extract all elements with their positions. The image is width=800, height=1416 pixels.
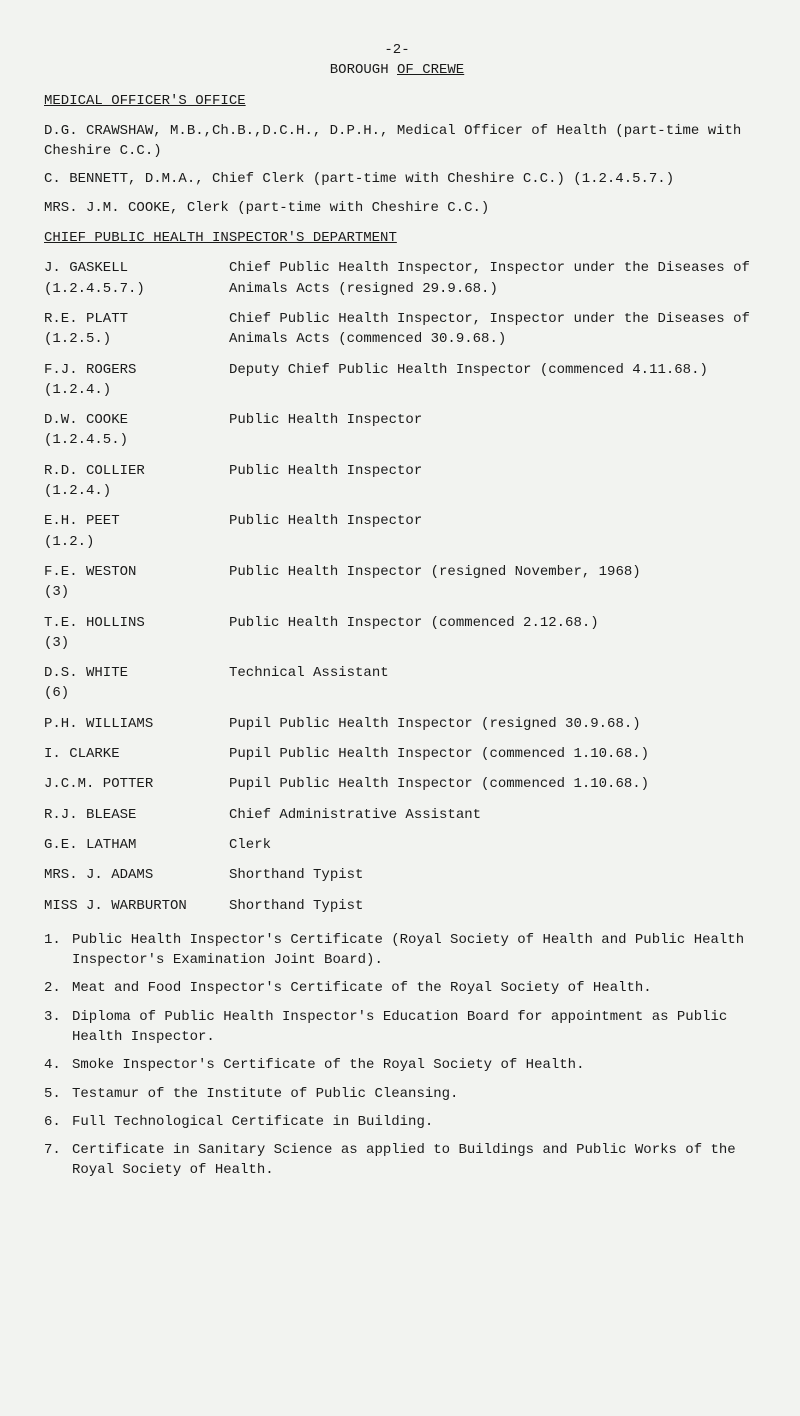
note-number: 7. bbox=[44, 1140, 72, 1181]
staff-row: P.H. WILLIAMS Pupil Public Health Inspec… bbox=[44, 714, 750, 734]
note-row: 6. Full Technological Certificate in Bui… bbox=[44, 1112, 750, 1132]
staff-name: R.J. BLEASE bbox=[44, 805, 219, 825]
staff-row: E.H. PEET (1.2.) Public Health Inspector bbox=[44, 511, 750, 552]
note-number: 5. bbox=[44, 1084, 72, 1104]
staff-name: J. GASKELL (1.2.4.5.7.) bbox=[44, 258, 219, 299]
note-text: Meat and Food Inspector's Certificate of… bbox=[72, 978, 750, 998]
staff-name: E.H. PEET (1.2.) bbox=[44, 511, 219, 552]
note-text: Smoke Inspector's Certificate of the Roy… bbox=[72, 1055, 750, 1075]
staff-name: D.S. WHITE (6) bbox=[44, 663, 219, 704]
staff-name: J.C.M. POTTER bbox=[44, 774, 219, 794]
staff-role: Shorthand Typist bbox=[229, 896, 750, 916]
staff-role: Public Health Inspector bbox=[229, 511, 750, 552]
staff-role: Public Health Inspector bbox=[229, 461, 750, 502]
note-number: 3. bbox=[44, 1007, 72, 1048]
note-row: 4. Smoke Inspector's Certificate of the … bbox=[44, 1055, 750, 1075]
staff-name: MRS. J. ADAMS bbox=[44, 865, 219, 885]
staff-row: T.E. HOLLINS (3) Public Health Inspector… bbox=[44, 613, 750, 654]
staff-role: Deputy Chief Public Health Inspector (co… bbox=[229, 360, 750, 401]
staff-role: Shorthand Typist bbox=[229, 865, 750, 885]
section-medical-heading: MEDICAL OFFICER'S OFFICE bbox=[44, 93, 246, 109]
staff-role: Public Health Inspector bbox=[229, 410, 750, 451]
officer-bennett: C. BENNETT, D.M.A., Chief Clerk (part-ti… bbox=[44, 169, 750, 189]
staff-role: Public Health Inspector (resigned Novemb… bbox=[229, 562, 750, 603]
staff-name: P.H. WILLIAMS bbox=[44, 714, 219, 734]
note-text: Diploma of Public Health Inspector's Edu… bbox=[72, 1007, 750, 1048]
staff-role: Pupil Public Health Inspector (commenced… bbox=[229, 774, 750, 794]
staff-role: Technical Assistant bbox=[229, 663, 750, 704]
staff-role: Public Health Inspector (commenced 2.12.… bbox=[229, 613, 750, 654]
staff-row: R.J. BLEASE Chief Administrative Assista… bbox=[44, 805, 750, 825]
staff-name: G.E. LATHAM bbox=[44, 835, 219, 855]
officer-crawshaw: D.G. CRAWSHAW, M.B.,Ch.B.,D.C.H., D.P.H.… bbox=[44, 121, 750, 162]
note-number: 1. bbox=[44, 930, 72, 971]
section-chief-heading: CHIEF PUBLIC HEALTH INSPECTOR'S DEPARTME… bbox=[44, 230, 397, 246]
note-row: 1. Public Health Inspector's Certificate… bbox=[44, 930, 750, 971]
note-text: Testamur of the Institute of Public Clea… bbox=[72, 1084, 750, 1104]
staff-row: J. GASKELL (1.2.4.5.7.) Chief Public Hea… bbox=[44, 258, 750, 299]
staff-row: D.W. COOKE (1.2.4.5.) Public Health Insp… bbox=[44, 410, 750, 451]
note-text: Certificate in Sanitary Science as appli… bbox=[72, 1140, 750, 1181]
staff-role: Pupil Public Health Inspector (commenced… bbox=[229, 744, 750, 764]
staff-role: Chief Administrative Assistant bbox=[229, 805, 750, 825]
note-number: 4. bbox=[44, 1055, 72, 1075]
staff-row: F.E. WESTON (3) Public Health Inspector … bbox=[44, 562, 750, 603]
staff-role: Chief Public Health Inspector, Inspector… bbox=[229, 258, 750, 299]
note-row: 2. Meat and Food Inspector's Certificate… bbox=[44, 978, 750, 998]
staff-role: Pupil Public Health Inspector (resigned … bbox=[229, 714, 750, 734]
title-line: BOROUGH OF CREWE bbox=[44, 60, 750, 80]
officer-cooke: MRS. J.M. COOKE, Clerk (part-time with C… bbox=[44, 198, 750, 218]
staff-row: MRS. J. ADAMS Shorthand Typist bbox=[44, 865, 750, 885]
note-text: Full Technological Certificate in Buildi… bbox=[72, 1112, 750, 1132]
staff-name: R.E. PLATT (1.2.5.) bbox=[44, 309, 219, 350]
staff-row: F.J. ROGERS (1.2.4.) Deputy Chief Public… bbox=[44, 360, 750, 401]
staff-name: T.E. HOLLINS (3) bbox=[44, 613, 219, 654]
staff-row: MISS J. WARBURTON Shorthand Typist bbox=[44, 896, 750, 916]
staff-row: R.E. PLATT (1.2.5.) Chief Public Health … bbox=[44, 309, 750, 350]
note-text: Public Health Inspector's Certificate (R… bbox=[72, 930, 750, 971]
staff-name: F.J. ROGERS (1.2.4.) bbox=[44, 360, 219, 401]
staff-row: R.D. COLLIER (1.2.4.) Public Health Insp… bbox=[44, 461, 750, 502]
note-row: 5. Testamur of the Institute of Public C… bbox=[44, 1084, 750, 1104]
staff-name: R.D. COLLIER (1.2.4.) bbox=[44, 461, 219, 502]
staff-role: Clerk bbox=[229, 835, 750, 855]
title-underlined: OF CREWE bbox=[397, 62, 464, 78]
staff-row: G.E. LATHAM Clerk bbox=[44, 835, 750, 855]
staff-row: J.C.M. POTTER Pupil Public Health Inspec… bbox=[44, 774, 750, 794]
staff-name: I. CLARKE bbox=[44, 744, 219, 764]
notes-list: 1. Public Health Inspector's Certificate… bbox=[44, 930, 750, 1181]
title-prefix: BOROUGH bbox=[330, 62, 397, 78]
staff-name: F.E. WESTON (3) bbox=[44, 562, 219, 603]
note-number: 6. bbox=[44, 1112, 72, 1132]
staff-role: Chief Public Health Inspector, Inspector… bbox=[229, 309, 750, 350]
staff-name: MISS J. WARBURTON bbox=[44, 896, 219, 916]
staff-name: D.W. COOKE (1.2.4.5.) bbox=[44, 410, 219, 451]
note-row: 7. Certificate in Sanitary Science as ap… bbox=[44, 1140, 750, 1181]
page-number: -2- bbox=[44, 40, 750, 60]
staff-row: I. CLARKE Pupil Public Health Inspector … bbox=[44, 744, 750, 764]
staff-row: D.S. WHITE (6) Technical Assistant bbox=[44, 663, 750, 704]
note-row: 3. Diploma of Public Health Inspector's … bbox=[44, 1007, 750, 1048]
note-number: 2. bbox=[44, 978, 72, 998]
